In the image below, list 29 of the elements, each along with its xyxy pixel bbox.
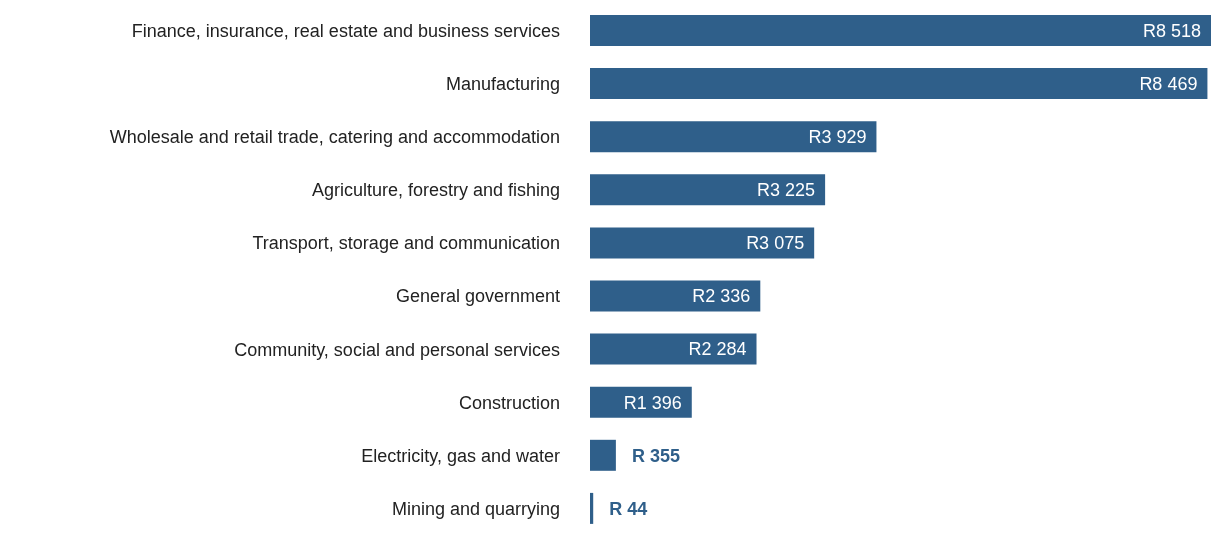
bar <box>590 121 877 153</box>
data-label: R2 336 <box>692 286 751 307</box>
bar <box>590 174 826 206</box>
bar <box>590 68 1208 100</box>
data-label: R2 284 <box>688 339 747 360</box>
y-tick-label: Construction <box>458 392 560 413</box>
data-label: R1 396 <box>623 392 682 413</box>
y-tick-label: Mining and quarrying <box>391 498 560 519</box>
bar <box>590 227 815 259</box>
y-tick-label: Electricity, gas and water <box>361 445 560 466</box>
bar <box>590 280 761 312</box>
bar <box>590 15 1211 46</box>
bar <box>590 492 594 524</box>
data-label: R3 929 <box>808 127 867 147</box>
y-tick-label: General government <box>395 286 560 307</box>
data-label: R 44 <box>609 498 648 519</box>
bar <box>590 439 616 471</box>
data-label: R8 469 <box>1139 73 1198 94</box>
y-tick-label: Manufacturing <box>445 74 560 95</box>
data-label: R3 075 <box>746 233 805 254</box>
data-label: R8 518 <box>1142 20 1201 41</box>
y-tick-label: Agriculture, forestry and fishing <box>311 180 560 201</box>
y-tick-label: Community, social and personal services <box>234 339 560 360</box>
y-tick-label: Wholesale and retail trade, catering and accommodation <box>109 127 560 148</box>
y-tick-label: Transport, storage and communication <box>252 233 560 254</box>
data-label: R 355 <box>631 445 680 466</box>
bar <box>590 333 757 365</box>
y-tick-label: Finance, insurance, real estate and business services <box>131 20 560 41</box>
data-label: R3 225 <box>757 180 816 201</box>
